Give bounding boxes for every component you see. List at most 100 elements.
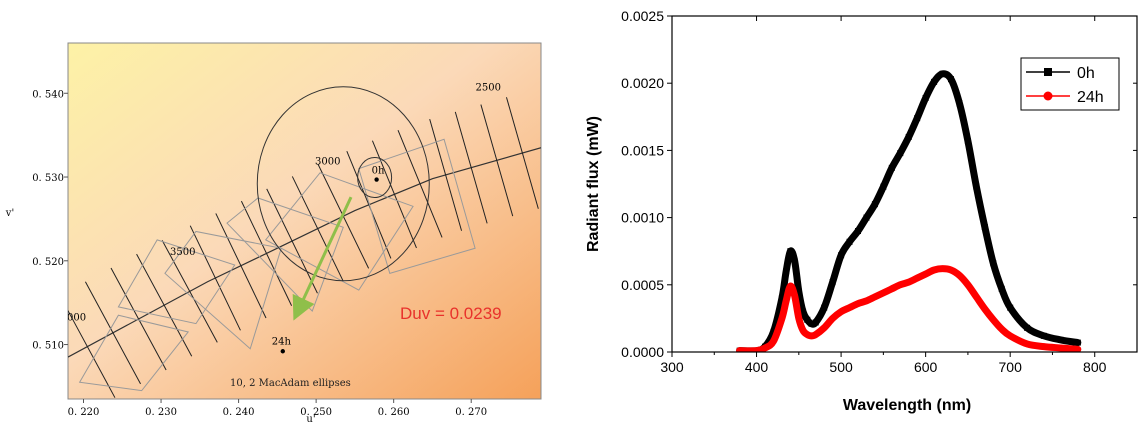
spectrum-point-0h <box>922 94 929 101</box>
spectrum-legend: 0h 24h <box>1020 57 1120 111</box>
spectrum-point-0h <box>846 238 853 245</box>
macadam-ellipse-10-step <box>256 86 430 282</box>
spectrum-point-24h <box>791 292 798 299</box>
macadam-quadrangle <box>78 314 190 392</box>
spectrum-point-0h <box>888 164 895 171</box>
spectrum-x-tick-label: 800 <box>1083 359 1107 375</box>
spectrum-point-0h <box>897 150 904 157</box>
duv-annotation: Duv = 0.0239 <box>400 304 502 323</box>
isotemperature-line <box>240 200 293 306</box>
spectrum-point-24h <box>1006 332 1014 340</box>
spectrum-point-0h <box>855 228 861 235</box>
spectrum-point-0h <box>1007 304 1014 311</box>
spectrum-x-tick-label: 700 <box>999 359 1023 375</box>
spectrum-point-0h <box>791 257 798 264</box>
spectrum-y-tick-label: 0.0025 <box>621 8 664 24</box>
spectrum-x-tick-label: 300 <box>660 359 684 375</box>
spectrum-point-24h <box>880 289 887 297</box>
spectrum-point-0h <box>804 316 811 323</box>
spectrum-point-24h <box>820 324 828 332</box>
cie-x-tick-label: 0. 250 <box>300 407 332 418</box>
isotemperature-line <box>346 150 392 259</box>
spectrum-point-24h <box>846 304 853 311</box>
cie-x-tick-label: 0. 260 <box>378 407 410 418</box>
spectrum-point-0h <box>871 201 878 208</box>
spectrum-point-0h <box>998 285 1005 292</box>
macadam-quadrangle <box>226 197 344 312</box>
cct-label: 2500 <box>476 83 501 94</box>
cie-x-tick-label: 0. 230 <box>145 407 177 418</box>
spectrum-point-0h <box>981 224 988 231</box>
cie-plot-background <box>67 42 542 400</box>
spectrum-point-0h <box>787 248 794 255</box>
spectrum-point-0h <box>795 288 802 295</box>
spectrum-point-0h <box>1024 324 1031 331</box>
spectrum-x-tick-label: 600 <box>914 359 938 375</box>
cie-tick-labels: 0. 220 0. 230 0. 240 0. 250 0. 260 0. 270 0. 5… <box>32 89 487 418</box>
spectrum-chart: 300 400 500 600 700 800 0.0000 0.0005 0.0010 0.00… <box>585 8 1138 414</box>
spectrum-point-24h <box>1074 346 1082 352</box>
spectrum-point-0h <box>948 76 954 83</box>
macadam-quadrangle <box>117 239 236 325</box>
spectrum-point-24h <box>736 347 743 352</box>
cie-plot-area: 0h 24h 2500 3000 3500 4000 <box>68 83 541 398</box>
spectrum-point-0h <box>905 133 912 140</box>
isotemperature-line <box>266 188 318 294</box>
spectrum-point-24h <box>981 305 989 313</box>
spectrum-point-0h <box>880 183 887 190</box>
spectrum-point-24h <box>837 308 845 315</box>
cie-x-tick-label: 0. 240 <box>223 407 255 418</box>
spectrum-point-24h <box>905 278 912 286</box>
spectrum-point-24h <box>947 266 955 274</box>
spectrum-x-tick-label: 400 <box>745 359 769 375</box>
isotemperature-line <box>110 267 167 371</box>
spectrum-y-axis-label: Radiant flux (mW) <box>585 116 602 252</box>
spectrum-series-0h <box>736 70 1082 352</box>
isotemperature-line <box>84 281 141 385</box>
spectrum-y-tick-label: 0.0020 <box>621 75 664 91</box>
spectrum-point-24h <box>956 272 963 279</box>
spectrum-point-24h <box>795 315 803 322</box>
spectrum-y-tick-label: 0.0005 <box>621 277 664 293</box>
cie-y-tick-label: 0. 520 <box>32 257 64 268</box>
spectrum-point-24h <box>922 270 929 278</box>
spectrum-point-24h <box>812 331 819 338</box>
cie-x-axis-label: u' <box>306 414 315 425</box>
cie-y-tick-label: 0. 530 <box>32 173 64 184</box>
spectrum-point-0h <box>829 279 836 286</box>
spectrum-point-0h <box>778 295 785 302</box>
spectrum-point-24h <box>1057 344 1065 352</box>
legend-24h-label: 24h <box>1077 89 1104 106</box>
isotemperature-line <box>505 97 539 209</box>
spectrum-point-24h <box>854 300 862 307</box>
cie-y-axis-label: v' <box>5 208 14 219</box>
legend-0h-marker <box>1044 68 1052 76</box>
cie-point-label-0h: 0h <box>372 166 385 177</box>
spectrum-point-0h <box>800 308 807 315</box>
spectrum-point-24h <box>871 293 879 301</box>
cie-point-0h <box>374 177 379 182</box>
spectrum-point-0h <box>956 100 963 107</box>
spectrum-point-0h <box>783 268 790 275</box>
spectrum-y-tick-label: 0.0010 <box>621 210 664 226</box>
spectrum-point-24h <box>770 338 777 345</box>
macadam-quadrangle <box>358 138 476 274</box>
cct-label: 3000 <box>315 156 340 167</box>
isotemperature-line <box>161 240 218 343</box>
spectrum-point-0h <box>863 214 870 221</box>
spectrum-point-24h <box>761 344 769 352</box>
spectrum-point-24h <box>1040 343 1048 350</box>
shift-arrow <box>292 196 353 321</box>
isotemperature-line <box>454 111 488 224</box>
spectrum-point-24h <box>799 327 807 334</box>
spectrum-point-0h <box>838 252 845 259</box>
legend-0h-label: 0h <box>1077 65 1095 82</box>
cie-x-tick-label: 0. 220 <box>68 407 100 418</box>
spectrum-axes: 300 400 500 600 700 800 0.0000 0.0005 0.0010 0.00… <box>621 8 1137 375</box>
spectrum-point-0h <box>1057 336 1064 343</box>
cie-point-label-24h: 24h <box>272 336 292 347</box>
spectrum-point-0h <box>939 70 946 77</box>
macadam-ellipse-2-step <box>357 157 393 199</box>
isotemperature-line <box>429 119 463 231</box>
